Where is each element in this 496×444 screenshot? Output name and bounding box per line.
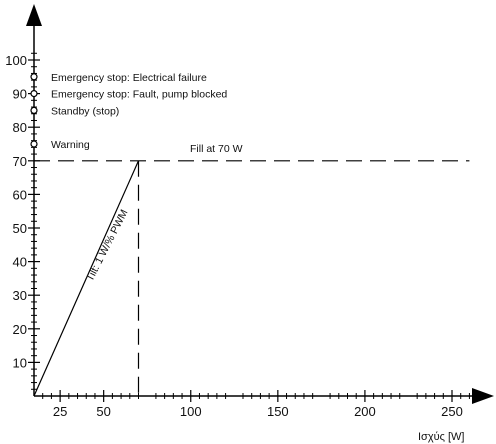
axes: [26, 4, 494, 404]
marker-label: Warning: [51, 139, 90, 151]
y-tick-label: 90: [13, 87, 27, 102]
marker-label: Standby (stop): [51, 105, 119, 117]
y-tick-label: 70: [13, 154, 27, 169]
x-axis-title: Ισχύς [W]: [418, 431, 465, 443]
ramp-line: [33, 160, 140, 397]
fill-label: Fill at 70 W: [190, 143, 243, 155]
x-tick-label: 50: [96, 404, 110, 419]
marker-label: Emergency stop: Fault, pump blocked: [51, 89, 227, 101]
x-ticks: 25 50 100 150 200 250: [42, 390, 470, 419]
x-tick-label: 100: [180, 404, 202, 419]
y-tick-label: 30: [13, 288, 27, 303]
y-tick-label: 50: [13, 221, 27, 236]
y-ticks: 10 20 30 40 50 60 70 80 90 100: [5, 52, 40, 390]
marker-label: Emergency stop: Electrical failure: [51, 72, 207, 84]
x-tick-label: 250: [441, 404, 463, 419]
y-tick-label: 60: [13, 187, 27, 202]
y-tick-label: 100: [5, 53, 27, 68]
slope-label: Tilt: 1 W/% PWM: [84, 208, 131, 284]
marker-circle: [30, 140, 38, 148]
y-tick-label: 80: [13, 120, 27, 135]
series-layer: [33, 160, 470, 397]
x-tick-label: 200: [354, 404, 376, 419]
y-axis-arrow-icon: [26, 4, 42, 26]
marker-circle: [30, 73, 38, 81]
x-axis-arrow-icon: [472, 388, 494, 404]
marker-circle: [30, 89, 38, 98]
y-tick-label: 40: [13, 255, 27, 270]
x-tick-label: 25: [53, 404, 67, 419]
y-tick-label: 10: [13, 355, 27, 370]
marker-layer: Emergency stop: Electrical failure Emerge…: [30, 72, 227, 151]
y-tick-label: 20: [13, 322, 27, 337]
x-tick-label: 150: [267, 404, 289, 419]
marker-circle: [30, 106, 38, 115]
